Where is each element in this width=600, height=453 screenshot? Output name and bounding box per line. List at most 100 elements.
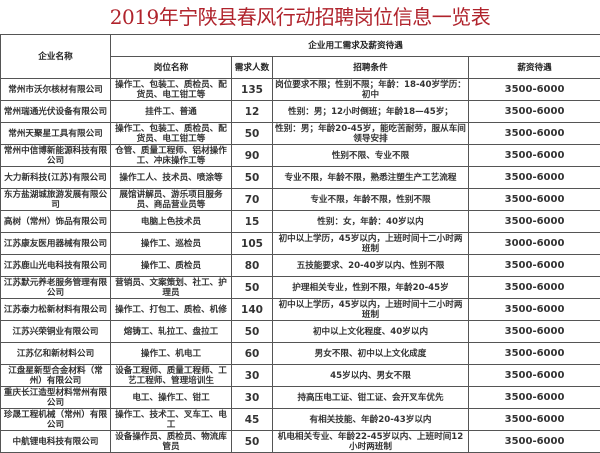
cell-company: 江苏康友医用器械有限公司 xyxy=(1,233,111,255)
cell-count: 80 xyxy=(232,255,273,277)
cell-salary: 3500-6000 xyxy=(469,255,600,277)
cell-position: 操作工人、技术员、喷涂等 xyxy=(111,167,232,189)
cell-salary: 3500-6000 xyxy=(469,321,600,343)
cell-salary: 3500-6000 xyxy=(469,211,600,233)
cell-position: 仓管、质量工程师、铝材操作工、冲床操作工等 xyxy=(111,145,232,167)
cell-count: 50 xyxy=(232,123,273,145)
cell-count: 50 xyxy=(232,431,273,453)
cell-count: 140 xyxy=(232,299,273,321)
cell-conditions: 初中以上文化程度、40岁以内 xyxy=(273,321,469,343)
header-company: 企业名称 xyxy=(1,35,111,79)
table-row: 江盘星新型合金材料（常州）有限公司设备工程师、质量工程师、工艺工程师、管理培训生… xyxy=(1,365,600,387)
cell-position: 熔铸工、轧拉工、盘拉工 xyxy=(111,321,232,343)
cell-salary: 3500-6000 xyxy=(469,365,600,387)
cell-company: 常州市沃尔核材有限公司 xyxy=(1,79,111,101)
cell-count: 105 xyxy=(232,233,273,255)
cell-company: 常州天聚星工具有限公司 xyxy=(1,123,111,145)
cell-conditions: 五技能要求、20-40岁以内、性别不限 xyxy=(273,255,469,277)
cell-conditions: 男女不限、初中以上文化成度 xyxy=(273,343,469,365)
cell-company: 常州瑞通光伏设备有限公司 xyxy=(1,101,111,123)
cell-salary: 3500-6000 xyxy=(469,167,600,189)
header-salary: 薪资待遇 xyxy=(469,57,600,79)
cell-company: 江苏默元养老服务管理有限公司 xyxy=(1,277,111,299)
cell-company: 重庆长江造型材料常州有限公司 xyxy=(1,387,111,409)
cell-conditions: 专业不限，年龄不限，熟悉注塑生产工艺流程 xyxy=(273,167,469,189)
cell-salary: 3500-6000 xyxy=(469,409,600,431)
cell-company: 珍晟工程机械（常州）有限公司 xyxy=(1,409,111,431)
cell-position: 操作工、巡检员 xyxy=(111,233,232,255)
cell-count: 135 xyxy=(232,79,273,101)
cell-conditions: 性别：男；12小时倒班；年龄18—45岁； xyxy=(273,101,469,123)
cell-conditions: 机电相关专业、年龄22-45岁以内、上班时间12小时两班制 xyxy=(273,431,469,453)
cell-count: 15 xyxy=(232,211,273,233)
cell-salary: 3500-6000 xyxy=(469,431,600,453)
cell-salary: 3500-6000 xyxy=(469,101,600,123)
cell-salary: 3500-6000 xyxy=(469,277,600,299)
header-group: 企业用工需求及薪资待遇 xyxy=(111,35,600,57)
cell-position: 操作工、质检员 xyxy=(111,255,232,277)
cell-count: 30 xyxy=(232,365,273,387)
cell-conditions: 岗位要求不限；性别不限；年龄：18-40岁学历：初中 xyxy=(273,79,469,101)
cell-company: 江苏兴荣铜业有限公司 xyxy=(1,321,111,343)
cell-position: 操作工、包装工、质检员、配货员、电工钳工等 xyxy=(111,123,232,145)
cell-company: 大力新科技(江苏)有限公司 xyxy=(1,167,111,189)
cell-count: 30 xyxy=(232,387,273,409)
cell-company: 常州中信博新能源科技有限公司 xyxy=(1,145,111,167)
cell-company: 江盘星新型合金材料（常州）有限公司 xyxy=(1,365,111,387)
cell-count: 60 xyxy=(232,343,273,365)
cell-conditions: 有相关技能、年龄20-43岁以内 xyxy=(273,409,469,431)
cell-salary: 3000-6000 xyxy=(469,233,600,255)
cell-conditions: 专业不限，年龄不限，性别不限 xyxy=(273,189,469,211)
cell-position: 展馆讲解员、游乐项目服务员、商品营业员等 xyxy=(111,189,232,211)
cell-count: 70 xyxy=(232,189,273,211)
cell-position: 操作工、包装工、质检员、配货员、电工钳工等 xyxy=(111,79,232,101)
cell-company: 东方盐湖城旅游发展有限公司 xyxy=(1,189,111,211)
cell-salary: 3500-6000 xyxy=(469,123,600,145)
cell-count: 90 xyxy=(232,145,273,167)
cell-position: 设备工程师、质量工程师、工艺工程师、管理培训生 xyxy=(111,365,232,387)
cell-position: 设备操作员、质检员、物流库管员 xyxy=(111,431,232,453)
cell-count: 50 xyxy=(232,167,273,189)
cell-position: 电脑上色技术员 xyxy=(111,211,232,233)
cell-conditions: 性别：男；年龄20-45岁，能吃苦耐劳，服从车间领导安排 xyxy=(273,123,469,145)
cell-conditions: 45岁以内、男女不限 xyxy=(273,365,469,387)
cell-position: 操作工、打包工、质检、机修 xyxy=(111,299,232,321)
cell-conditions: 性别：女，年龄：40岁以内 xyxy=(273,211,469,233)
cell-company: 高树（常州）饰品有限公司 xyxy=(1,211,111,233)
cell-position: 电工、操作工、钳工 xyxy=(111,387,232,409)
header-count: 需求人数 xyxy=(232,57,273,79)
cell-conditions: 性别不限、专业不限 xyxy=(273,145,469,167)
header-conditions: 招聘条件 xyxy=(273,57,469,79)
cell-salary: 3500-6000 xyxy=(469,343,600,365)
cell-count: 12 xyxy=(232,101,273,123)
cell-conditions: 初中以上学历，45岁以内，上班时间十二小时两班制 xyxy=(273,299,469,321)
page-title: 2019年宁陕县春风行动招聘岗位信息一览表 xyxy=(0,0,600,34)
cell-position: 操作工、机电工 xyxy=(111,343,232,365)
job-table: 企业名称 企业用工需求及薪资待遇 岗位名称 需求人数 招聘条件 薪资待遇 常州市… xyxy=(0,34,600,453)
cell-salary: 3500-6000 xyxy=(469,79,600,101)
cell-company: 江苏泰力松新材料有限公司 xyxy=(1,299,111,321)
cell-count: 45 xyxy=(232,409,273,431)
cell-company: 江苏亿和新材料公司 xyxy=(1,343,111,365)
cell-salary: 3500-6000 xyxy=(469,299,600,321)
cell-conditions: 持高压电工证、钳工证、会开叉车优先 xyxy=(273,387,469,409)
cell-count: 50 xyxy=(232,277,273,299)
cell-company: 中航锂电科技有限公司 xyxy=(1,431,111,453)
cell-position: 操作工、技术工、叉车工、电工 xyxy=(111,409,232,431)
cell-conditions: 护理相关专业，性别不限，年龄20-45岁 xyxy=(273,277,469,299)
cell-salary: 3500-6000 xyxy=(469,145,600,167)
